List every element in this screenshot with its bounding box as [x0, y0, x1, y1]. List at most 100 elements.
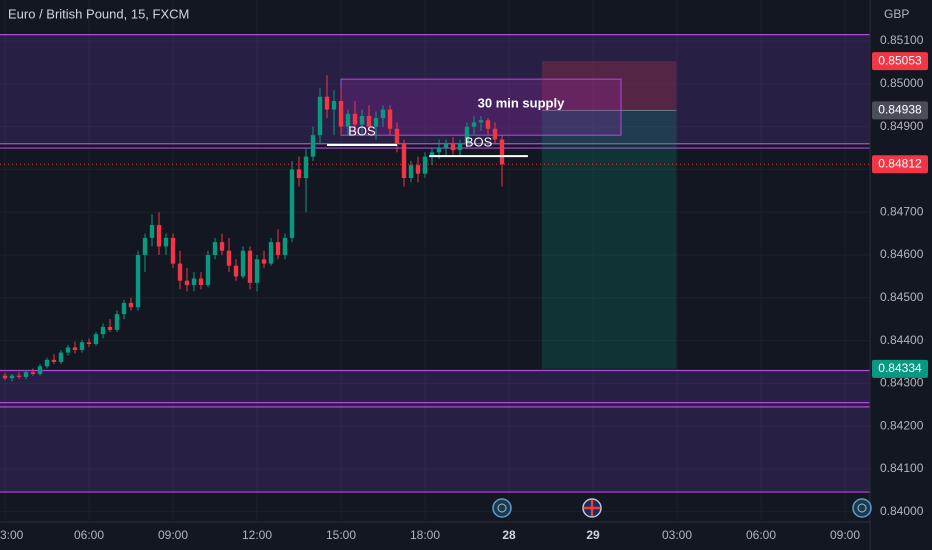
candle-body — [128, 302, 134, 308]
candle-body — [422, 156, 428, 174]
y-tick-label: 0.85000 — [880, 76, 924, 90]
candle-body — [163, 237, 169, 247]
candle-body — [373, 118, 379, 127]
y-tick-label: 0.84900 — [880, 119, 924, 133]
candle-body — [156, 225, 162, 247]
candle-body — [58, 352, 64, 362]
candle-body — [471, 122, 477, 127]
candle-body — [30, 372, 36, 374]
event-icon — [582, 498, 602, 518]
candle-body — [317, 96, 323, 136]
x-tick-label: 12:00 — [242, 528, 272, 542]
price-label: 0.84334 — [878, 361, 922, 375]
candle-body — [16, 375, 22, 377]
candle-body — [387, 109, 393, 129]
y-tick-label: 0.85100 — [880, 33, 924, 47]
candle-body — [352, 113, 358, 125]
price-label-box — [872, 52, 928, 71]
candle-body — [121, 302, 127, 315]
price-label-box — [872, 101, 928, 120]
candle-body — [436, 148, 442, 153]
zone — [0, 370, 870, 493]
candle-body — [492, 128, 498, 140]
candle-body — [359, 115, 365, 125]
bos-label: BOS — [465, 135, 493, 150]
candle-body — [450, 143, 456, 151]
candle-body — [310, 135, 316, 157]
candle-body — [366, 115, 372, 127]
x-tick-label: 28 — [502, 528, 516, 542]
candle-body — [2, 375, 8, 379]
candle-body — [93, 334, 99, 345]
x-tick-label: 09:00 — [158, 528, 188, 542]
candle-body — [275, 242, 281, 256]
candle-body — [240, 250, 246, 277]
candle-body — [177, 263, 183, 281]
candle-body — [65, 347, 71, 353]
candle-body — [261, 259, 267, 264]
x-tick-label: 15:00 — [326, 528, 356, 542]
candle-body — [247, 250, 253, 283]
x-tick-label: 29 — [586, 528, 600, 542]
candle-body — [135, 255, 141, 308]
candle-body — [226, 250, 232, 266]
event-icon — [852, 498, 872, 518]
candle-body — [303, 156, 309, 178]
y-tick-label: 0.84000 — [880, 504, 924, 518]
x-tick-label: 03:00 — [662, 528, 692, 542]
x-tick-label: 06:00 — [74, 528, 104, 542]
candle-body — [219, 242, 225, 251]
price-label: 0.85053 — [878, 53, 922, 67]
candle-body — [205, 255, 211, 285]
event-icon — [492, 498, 512, 518]
candle-body — [23, 372, 29, 377]
candle-body — [289, 169, 295, 238]
candle-body — [394, 128, 400, 144]
candle-body — [443, 143, 449, 149]
candle-body — [100, 326, 106, 335]
candle-body — [170, 237, 176, 264]
candle-body — [149, 225, 155, 238]
candle-body — [51, 359, 57, 362]
candle-body — [79, 342, 85, 350]
y-tick-label: 0.84500 — [880, 290, 924, 304]
candle-body — [37, 366, 43, 374]
candle-body — [233, 265, 239, 277]
x-tick-label: 18:00 — [410, 528, 440, 542]
candle-body — [198, 278, 204, 285]
price-label-box — [872, 359, 928, 378]
candle-body — [86, 342, 92, 345]
candle-body — [142, 237, 148, 256]
candle-body — [114, 314, 120, 330]
candle-body — [457, 143, 463, 151]
candle-body — [345, 113, 351, 127]
chart-title: Euro / British Pound, 15, FXCM — [8, 6, 189, 21]
candle-body — [212, 242, 218, 256]
candle-body — [324, 96, 330, 110]
candle-body — [380, 109, 386, 119]
candle-body — [408, 165, 414, 178]
candle-body — [338, 100, 344, 127]
price-label: 0.84938 — [878, 103, 922, 117]
candle-body — [296, 169, 302, 178]
candle-body — [9, 375, 15, 379]
x-tick-label: 09:00 — [830, 528, 860, 542]
x-tick-label: 06:00 — [746, 528, 776, 542]
candle-body — [331, 100, 337, 110]
candle-body — [415, 165, 421, 174]
price-label: 0.84812 — [878, 156, 922, 170]
plot-area: BOS BOS 30 min supply — [0, 34, 870, 493]
candle-body — [107, 326, 113, 330]
y-tick-label: 0.84400 — [880, 333, 924, 347]
candle-body — [72, 347, 78, 350]
candle-body — [184, 280, 190, 285]
candle-body — [464, 126, 470, 144]
bos-label: BOS — [348, 123, 376, 138]
currency-label: GBP — [884, 7, 909, 21]
candle-body — [485, 120, 491, 129]
candle-body — [499, 139, 505, 165]
candle-body — [191, 278, 197, 285]
y-tick-label: 0.84100 — [880, 461, 924, 475]
